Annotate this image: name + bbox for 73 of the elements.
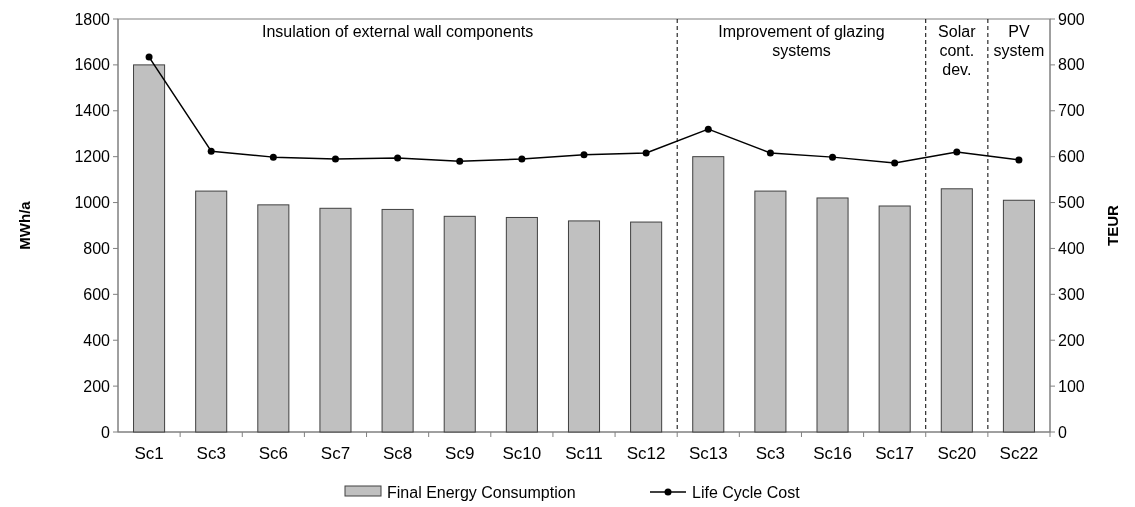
annotation: Solar cont. dev. (938, 23, 977, 78)
bar (1002, 199, 1035, 433)
y2-tick-label: 900 (1058, 10, 1085, 28)
y2-tick-label: 800 (1058, 56, 1085, 74)
y2-axis-title: TEUR (1104, 204, 1121, 246)
y-tick-label: 800 (83, 240, 111, 258)
point (580, 151, 588, 159)
bar (319, 207, 352, 433)
point (456, 157, 464, 165)
y2-tick-label: 600 (1058, 148, 1085, 166)
point (829, 153, 837, 161)
bar (381, 208, 414, 433)
bar (692, 156, 725, 433)
y2-tick-label: 100 (1058, 377, 1085, 395)
y-tick-label: 0 (101, 423, 111, 441)
bar (630, 221, 663, 433)
point (1015, 156, 1023, 164)
point (518, 155, 526, 163)
annotation: Improvement of glazing systems (718, 23, 885, 59)
bar (754, 190, 787, 433)
bar (816, 197, 849, 433)
bar (195, 190, 228, 433)
x-tick-label: Sc6 (258, 444, 288, 463)
annotation: PV system (993, 23, 1045, 59)
y-tick-label: 1800 (74, 10, 111, 28)
legend-label: Final Energy Consumption (387, 483, 576, 501)
x-tick-label: Sc17 (875, 444, 915, 463)
x-tick-label: Sc10 (502, 444, 542, 463)
point (766, 149, 774, 157)
y-tick-label: 1600 (74, 56, 111, 74)
annotation: Insulation of external wall components (261, 23, 534, 40)
point (394, 154, 402, 162)
bar (567, 220, 601, 433)
x-tick-label: Sc16 (813, 444, 852, 463)
x-tick-label: Sc13 (688, 444, 728, 463)
y-axis-title: MWh/a (16, 200, 33, 250)
y2-tick-label: 400 (1058, 240, 1085, 258)
x-tick-label: Sc3 (196, 444, 226, 463)
x-tick-label: Sc3 (755, 444, 786, 463)
point (145, 53, 153, 61)
bar (505, 216, 538, 433)
bar (257, 204, 290, 433)
y-tick-label: 1200 (74, 148, 111, 166)
y-tick-label: 400 (83, 331, 111, 349)
legend-label: Life Cycle Cost (692, 483, 801, 501)
x-tick-label: Sc9 (445, 444, 475, 463)
point (331, 155, 339, 163)
y-tick-label: 1400 (74, 102, 111, 120)
x-tick-label: Sc22 (999, 444, 1039, 463)
y-tick-label: 1000 (74, 194, 111, 212)
y2-tick-label: 0 (1058, 423, 1067, 441)
bar (133, 64, 166, 433)
x-tick-label: Sc1 (134, 444, 164, 463)
bar (878, 205, 911, 433)
point (953, 148, 961, 156)
point (269, 153, 277, 161)
x-tick-label: Sc12 (626, 444, 666, 463)
point (642, 149, 650, 157)
y2-tick-label: 200 (1058, 331, 1085, 349)
x-tick-label: Sc11 (565, 444, 603, 463)
y2-tick-label: 300 (1058, 285, 1085, 303)
x-tick-label: Sc8 (382, 444, 413, 463)
y-tick-label: 200 (83, 377, 111, 395)
bar (443, 215, 476, 433)
bar (940, 188, 973, 433)
point (704, 125, 712, 133)
point (207, 147, 215, 155)
y2-tick-label: 700 (1058, 102, 1085, 120)
point (891, 159, 899, 167)
y2-tick-label: 500 (1058, 194, 1085, 212)
x-tick-label: Sc20 (937, 444, 977, 463)
y-tick-label: 600 (83, 285, 111, 303)
x-tick-label: Sc7 (320, 444, 351, 463)
